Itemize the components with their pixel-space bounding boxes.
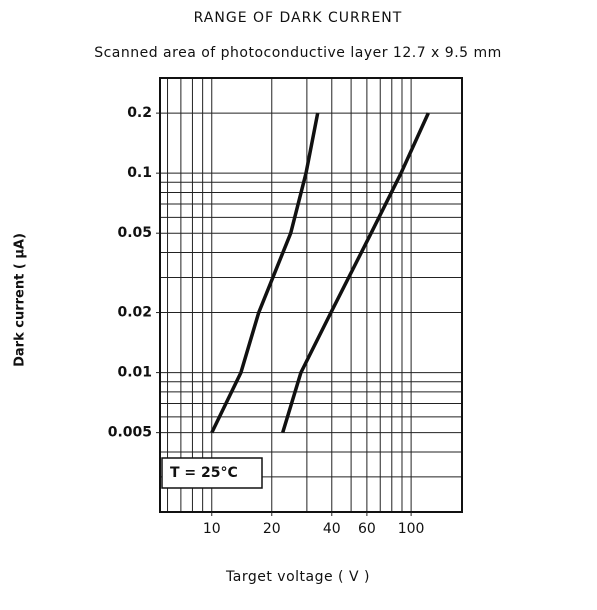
annotation-box bbox=[161, 457, 263, 489]
x-tick-label: 60 bbox=[358, 521, 376, 537]
chart-title: RANGE OF DARK CURRENT bbox=[194, 10, 403, 26]
chart-subtitle: Scanned area of photoconductive layer 12… bbox=[94, 45, 502, 61]
annotation: T = 25°C bbox=[170, 465, 238, 481]
x-tick-label: 100 bbox=[398, 521, 425, 537]
y-tick-label: 0.02 bbox=[117, 305, 152, 321]
curve bbox=[210, 112, 320, 434]
y-tick-label: 0.01 bbox=[117, 365, 152, 381]
x-tick-label: 10 bbox=[203, 521, 221, 537]
x-axis-label: Target voltage ( V ) bbox=[225, 569, 370, 585]
x-tick-label: 40 bbox=[323, 521, 341, 537]
curve bbox=[281, 112, 430, 434]
y-tick-label: 0.05 bbox=[117, 225, 152, 241]
y-tick-label: 0.005 bbox=[108, 425, 152, 441]
y-tick-label: 0.1 bbox=[127, 165, 152, 181]
y-axis-label: Dark current ( μA) bbox=[13, 233, 28, 367]
plot-frame bbox=[159, 77, 463, 513]
x-tick-label: 20 bbox=[263, 521, 281, 537]
y-tick-label: 0.2 bbox=[127, 105, 152, 121]
